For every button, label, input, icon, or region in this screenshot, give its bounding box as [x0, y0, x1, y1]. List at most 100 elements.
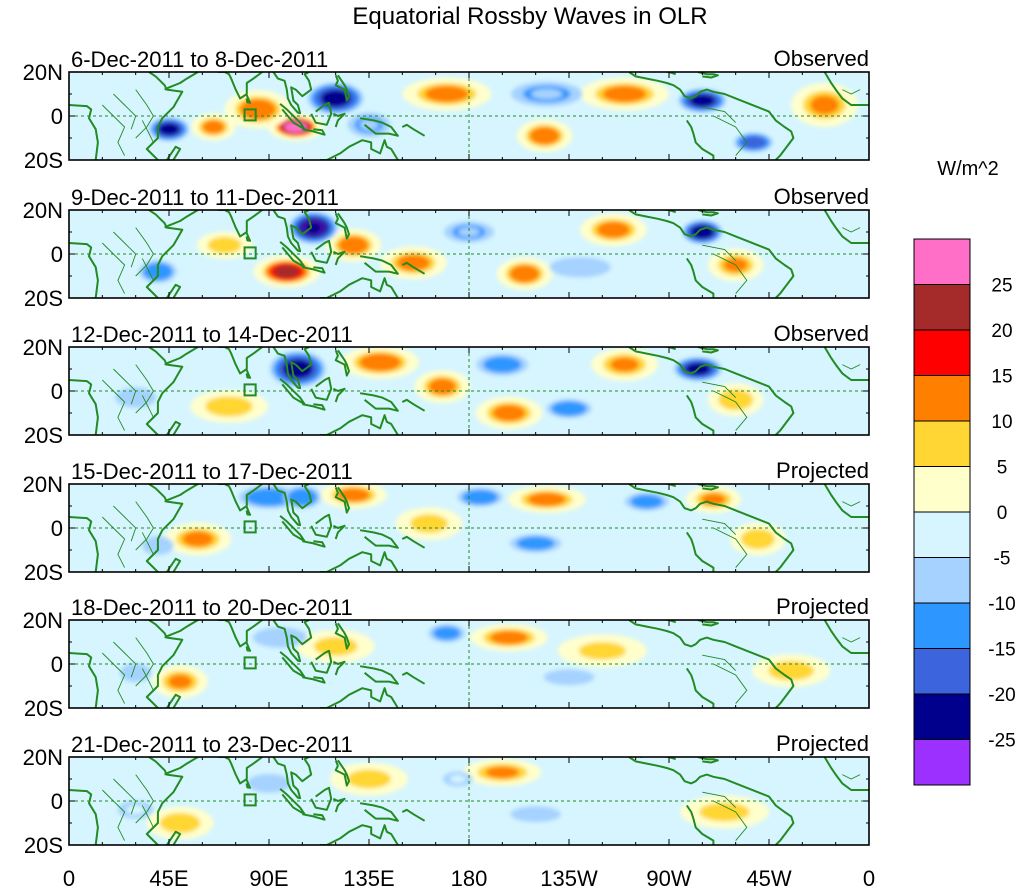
panel-4: 20N 0 20S 15-Dec-2011 to 17-Dec-2011 Project…: [23, 458, 870, 585]
anomaly-core: [615, 359, 634, 370]
anomaly-core: [745, 138, 762, 147]
coastline: [272, 757, 313, 800]
coastline: [217, 484, 263, 512]
coastline: [245, 642, 252, 652]
coastline: [217, 72, 263, 100]
colorbar-swatch: [913, 284, 971, 331]
anomaly-core: [419, 518, 439, 529]
panel-status-label: Observed: [774, 184, 869, 209]
anomaly-core: [535, 495, 558, 504]
coastline: [302, 676, 326, 684]
coastline: [401, 535, 426, 549]
coastline: [145, 347, 184, 435]
country-border: [141, 258, 154, 281]
lon-tick-label: 135E: [343, 866, 394, 890]
coastline: [145, 620, 184, 708]
anomaly-core: [566, 262, 595, 272]
coastline: [334, 622, 350, 650]
country-border: [842, 227, 861, 233]
coastline: [401, 671, 426, 685]
lon-tick-label: 45W: [746, 866, 791, 890]
coastline: [310, 239, 333, 264]
lat-tick-label: 0: [51, 516, 63, 541]
coastline: [164, 347, 199, 366]
anomaly-core: [358, 774, 380, 784]
panel-1: 20N 0 20S 6-Dec-2011 to 8-Dec-2011 Observed: [23, 46, 870, 173]
coastline: [401, 398, 426, 412]
country-border: [141, 532, 154, 555]
panel-3: 20N 0 20S 12-Dec-2011 to 14-Dec-2011 Observe…: [23, 321, 870, 448]
anomaly-core: [559, 404, 579, 413]
anomaly-core: [359, 119, 379, 131]
lon-tick-label: 90E: [249, 866, 288, 890]
coastline: [685, 119, 715, 160]
coastline: [145, 757, 184, 845]
anomaly-core: [524, 539, 547, 548]
coastline: [628, 757, 795, 845]
coastline: [217, 757, 263, 785]
panel-period-label: 18-Dec-2011 to 20-Dec-2011: [71, 595, 353, 620]
country-border: [113, 368, 137, 405]
lon-tick-label: 45E: [149, 866, 188, 890]
country-border: [702, 106, 737, 123]
lat-tick-label: 20S: [24, 833, 63, 858]
anomaly-core: [712, 807, 737, 817]
lon-tick-label: 0: [63, 866, 75, 890]
coastline: [165, 693, 182, 708]
coastline: [69, 104, 99, 160]
lat-tick-label: 20N: [23, 60, 63, 85]
anomaly-core: [258, 778, 280, 789]
anomaly-core: [727, 395, 744, 405]
coastline: [302, 540, 326, 548]
coastline: [279, 788, 306, 816]
lat-tick-label: 20S: [24, 286, 63, 311]
lon-tick-label: 135W: [540, 866, 598, 890]
anomaly-core: [516, 269, 533, 279]
panel-status-label: Observed: [774, 321, 869, 346]
panel-status-label: Observed: [774, 46, 869, 71]
anomaly-core: [218, 401, 240, 412]
anomaly-core: [694, 227, 711, 237]
lat-tick-label: 20N: [23, 472, 63, 497]
coastline: [640, 210, 677, 214]
coastline: [697, 620, 719, 627]
coastline: [165, 557, 182, 572]
coastline: [359, 392, 399, 412]
lat-tick-label: 20N: [23, 608, 63, 633]
coastline: [272, 484, 313, 527]
coastline: [310, 513, 333, 538]
coastline: [401, 261, 426, 275]
anomaly-core: [248, 104, 268, 115]
lat-tick-label: 0: [51, 242, 63, 267]
colorbar-tick-label: 25: [991, 276, 1012, 297]
anomaly-core: [434, 89, 460, 99]
colorbar-swatch: [913, 375, 971, 422]
coastline: [245, 779, 252, 789]
coastline: [320, 414, 399, 435]
panel-2: 20N 0 20S 9-Dec-2011 to 11-Dec-2011 Observed: [23, 184, 870, 311]
country-border: [101, 104, 126, 156]
coastline: [697, 484, 719, 491]
coastline: [279, 241, 306, 269]
coastline: [334, 759, 350, 787]
lat-tick-label: 0: [51, 652, 63, 677]
coastline: [334, 349, 350, 377]
anomaly-core: [216, 241, 233, 250]
anomaly-core: [523, 810, 549, 819]
country-border: [842, 637, 861, 643]
anomaly-core: [188, 534, 208, 544]
coastline: [164, 757, 199, 776]
country-border: [141, 668, 154, 691]
colorbar-tick-label: -20: [988, 685, 1015, 706]
anomaly-core: [324, 92, 347, 105]
coastline: [165, 145, 182, 160]
colorbar-tick-label: 20: [991, 321, 1012, 342]
coastline: [640, 620, 677, 624]
country-border: [101, 652, 126, 704]
coastline: [164, 484, 199, 503]
coastline: [628, 484, 795, 572]
panel-status-label: Projected: [776, 731, 869, 756]
anomaly-core: [345, 240, 362, 250]
anomaly-core: [815, 98, 834, 112]
